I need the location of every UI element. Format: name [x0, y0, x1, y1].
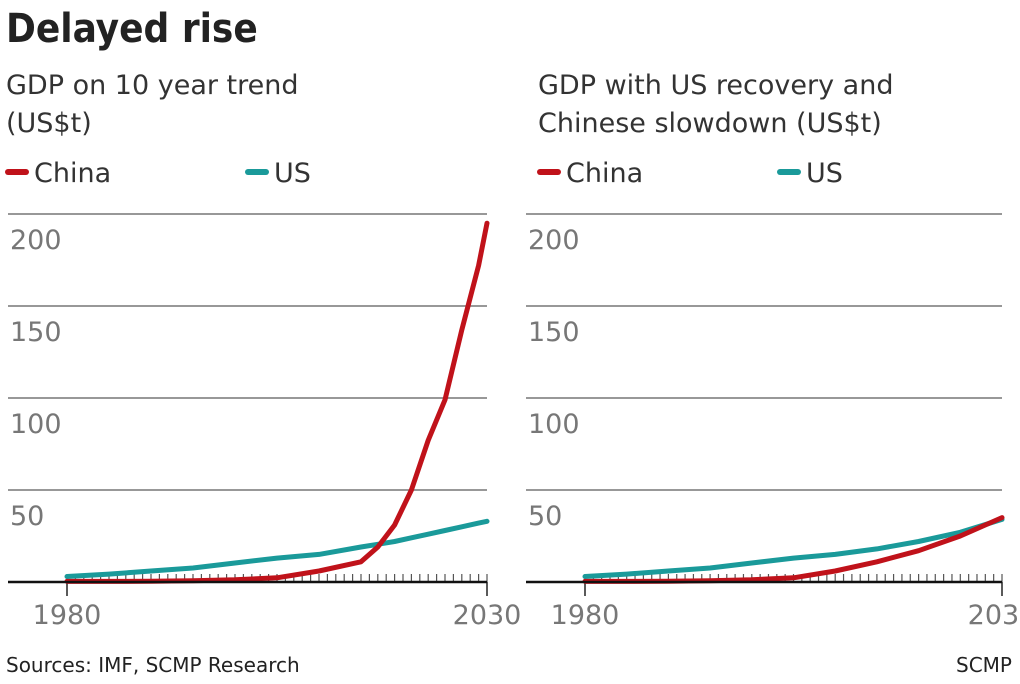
- legend-label: US: [806, 158, 843, 189]
- legend-label: China: [566, 158, 643, 189]
- x-tick-label: 2030: [968, 600, 1020, 631]
- y-tick-label: 150: [10, 317, 62, 348]
- series-line: [582, 516, 1005, 579]
- subtitle: Chinese slowdown (US$t): [538, 108, 882, 139]
- y-tick-label: 100: [528, 409, 580, 440]
- subtitle: GDP with US recovery and: [538, 70, 893, 101]
- y-tick-label: 200: [10, 225, 62, 256]
- x-tick-label: 1980: [551, 600, 620, 631]
- legend-label: China: [34, 158, 111, 189]
- subtitle: GDP on 10 year trend: [6, 70, 299, 101]
- series-line: [64, 518, 490, 579]
- subtitle: (US$t): [6, 108, 92, 139]
- chart-title: Delayed rise: [6, 6, 258, 52]
- y-tick-label: 200: [528, 225, 580, 256]
- y-tick-label: 150: [528, 317, 580, 348]
- x-tick-label: 2030: [453, 600, 522, 631]
- y-tick-label: 100: [10, 409, 62, 440]
- x-tick-label: 1980: [33, 600, 102, 631]
- source: Sources: IMF, SCMP Research: [6, 653, 300, 677]
- y-tick-label: 50: [528, 501, 562, 532]
- legend-label: US: [274, 158, 311, 189]
- credit: SCMP: [956, 653, 1012, 677]
- series-line: [64, 220, 490, 584]
- y-tick-label: 50: [10, 501, 44, 532]
